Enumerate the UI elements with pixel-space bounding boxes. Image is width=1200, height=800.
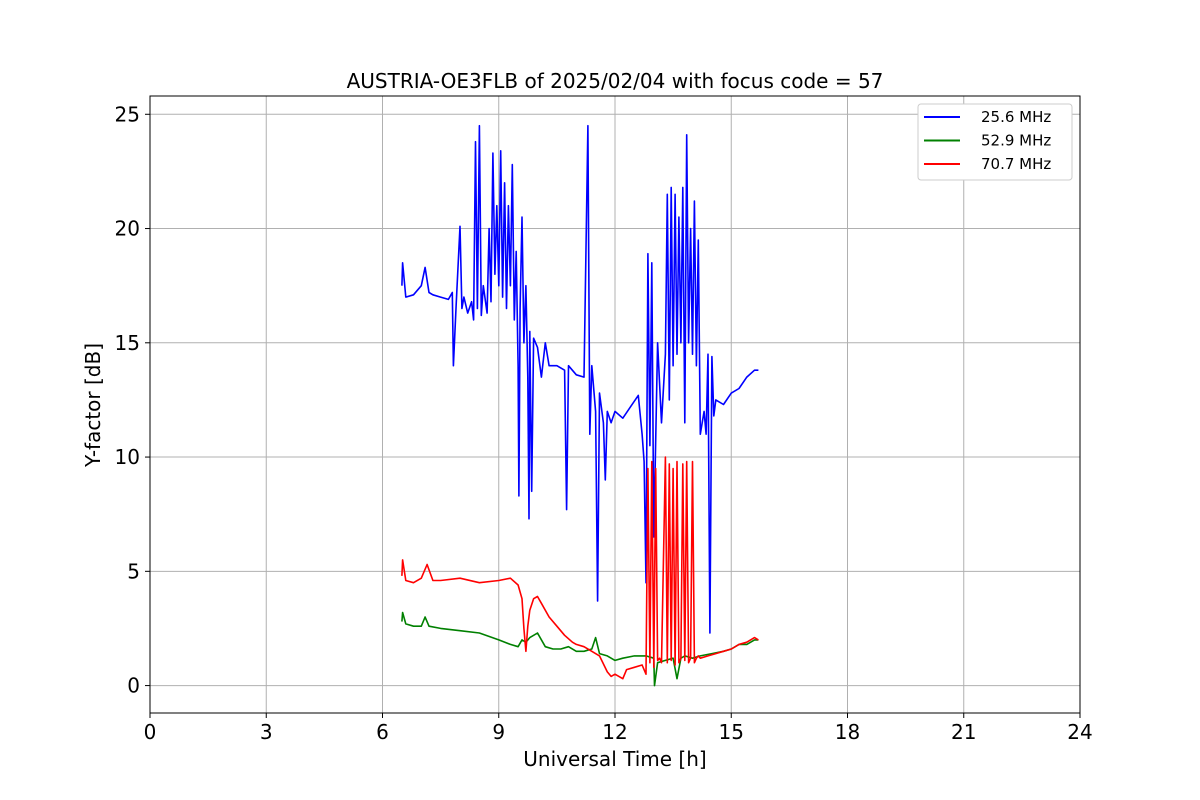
x-axis-label: Universal Time [h] xyxy=(523,747,706,771)
x-tick-label: 15 xyxy=(719,720,744,744)
x-tick-label: 6 xyxy=(376,720,389,744)
legend-label: 25.6 MHz xyxy=(981,108,1051,126)
series-line-1 xyxy=(401,611,759,687)
y-tick-label: 15 xyxy=(115,331,140,355)
x-tick-label: 3 xyxy=(260,720,273,744)
y-axis-ticks: 0 5 10 15 20 25 xyxy=(115,102,150,698)
x-tick-label: 18 xyxy=(835,720,860,744)
x-tick-label: 21 xyxy=(951,720,976,744)
legend-box xyxy=(917,103,1073,181)
x-axis-ticks: 0 3 6 9 12 15 18 21 24 xyxy=(144,713,1093,744)
x-tick-label: 9 xyxy=(492,720,505,744)
series-line-2 xyxy=(401,456,759,680)
series-lines xyxy=(401,124,759,687)
y-tick-label: 0 xyxy=(127,674,140,698)
y-tick-label: 20 xyxy=(115,217,140,241)
x-tick-label: 0 xyxy=(144,720,157,744)
series-line-0 xyxy=(401,124,759,634)
legend-label: 52.9 MHz xyxy=(981,132,1051,150)
x-tick-label: 24 xyxy=(1067,720,1092,744)
y-tick-label: 25 xyxy=(115,102,140,126)
grid xyxy=(149,96,1081,713)
y-axis-label: Y-factor [dB] xyxy=(81,343,105,468)
chart-title: AUSTRIA-OE3FLB of 2025/02/04 with focus … xyxy=(347,69,884,93)
legend: 25.6 MHz 52.9 MHz 70.7 MHz xyxy=(917,103,1073,181)
x-tick-label: 12 xyxy=(602,720,627,744)
y-tick-label: 10 xyxy=(115,445,140,469)
y-tick-label: 5 xyxy=(127,559,140,583)
legend-label: 70.7 MHz xyxy=(981,155,1051,173)
